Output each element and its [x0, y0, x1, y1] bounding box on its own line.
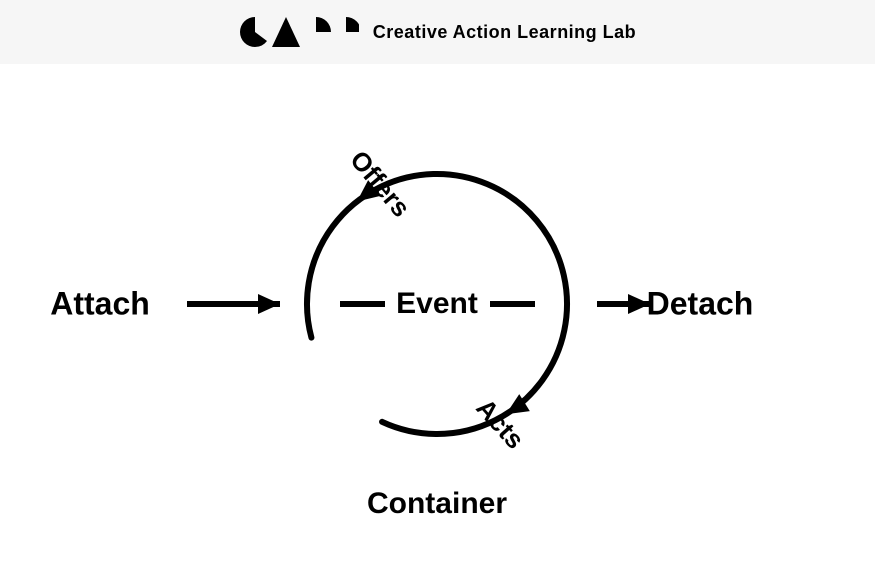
brand-text: Creative Action Learning Lab: [373, 22, 636, 43]
label-event: Event: [396, 287, 478, 321]
label-attach: Attach: [50, 286, 150, 323]
header-banner: Creative Action Learning Lab: [0, 0, 875, 64]
label-detach: Detach: [647, 286, 754, 323]
label-container: Container: [367, 487, 507, 521]
diagram-stage: Attach Detach Event Offers Acts Containe…: [0, 64, 875, 576]
logo-mark: [239, 15, 359, 49]
